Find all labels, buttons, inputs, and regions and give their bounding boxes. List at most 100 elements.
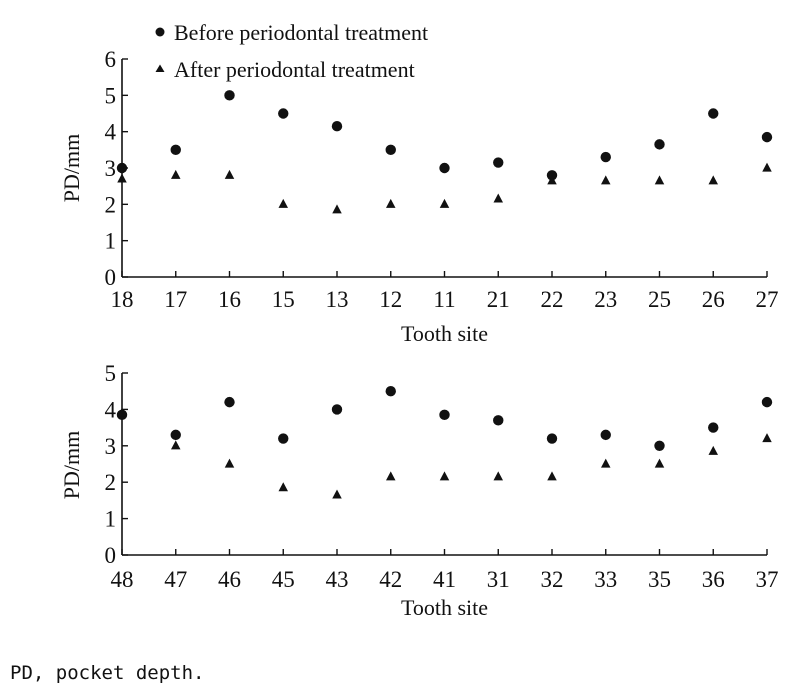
data-point-after-treatment bbox=[332, 489, 342, 499]
data-point-before-treatment bbox=[546, 170, 558, 181]
data-point-before-treatment bbox=[224, 90, 235, 101]
data-point-after-treatment bbox=[708, 445, 718, 455]
data-point-before-treatment bbox=[708, 422, 719, 433]
x-tick-label: 32 bbox=[541, 567, 564, 592]
data-point-before-treatment bbox=[761, 131, 773, 143]
legend-marker-before bbox=[155, 27, 165, 37]
data-point-after-treatment bbox=[171, 169, 181, 179]
data-point-before-treatment bbox=[278, 108, 289, 119]
x-tick-label: 17 bbox=[164, 287, 187, 312]
x-tick-label: 23 bbox=[594, 287, 617, 312]
x-tick-label: 45 bbox=[272, 567, 295, 592]
y-tick-label: 4 bbox=[105, 397, 117, 422]
x-tick-label: 37 bbox=[756, 567, 779, 592]
x-axis-title: Tooth site bbox=[401, 321, 488, 346]
data-point-after-treatment bbox=[654, 175, 665, 185]
data-point-after-treatment bbox=[332, 204, 342, 214]
y-tick-label: 2 bbox=[105, 192, 117, 217]
data-point-after-treatment bbox=[601, 458, 611, 468]
x-tick-label: 35 bbox=[648, 567, 671, 592]
data-point-after-treatment bbox=[762, 433, 772, 443]
y-tick-label: 1 bbox=[105, 229, 117, 254]
data-point-after-treatment bbox=[224, 169, 235, 179]
x-tick-label: 13 bbox=[326, 287, 349, 312]
x-tick-label: 47 bbox=[164, 567, 187, 592]
x-tick-label: 12 bbox=[379, 287, 402, 312]
data-point-before-treatment bbox=[331, 121, 343, 132]
data-point-after-treatment bbox=[278, 482, 288, 492]
data-point-before-treatment bbox=[385, 144, 396, 156]
data-point-before-treatment bbox=[170, 144, 181, 156]
data-point-before-treatment bbox=[600, 429, 611, 441]
x-tick-label: 15 bbox=[272, 287, 295, 312]
x-tick-label: 22 bbox=[541, 287, 564, 312]
data-point-after-treatment bbox=[386, 198, 396, 208]
data-point-before-treatment bbox=[439, 162, 450, 174]
x-tick-label: 18 bbox=[111, 287, 134, 312]
data-point-before-treatment bbox=[170, 429, 181, 441]
data-point-before-treatment bbox=[493, 415, 504, 426]
data-point-before-treatment bbox=[439, 409, 450, 421]
y-tick-label: 2 bbox=[105, 470, 117, 495]
x-tick-label: 46 bbox=[218, 567, 241, 592]
data-point-before-treatment bbox=[600, 151, 611, 163]
data-point-before-treatment bbox=[331, 404, 343, 415]
data-point-after-treatment bbox=[762, 162, 772, 172]
data-point-after-treatment bbox=[708, 175, 718, 185]
y-tick-label: 5 bbox=[105, 361, 117, 386]
data-point-after-treatment bbox=[439, 198, 450, 208]
data-point-after-treatment bbox=[601, 175, 611, 185]
data-point-before-treatment bbox=[385, 386, 396, 397]
y-tick-label: 1 bbox=[105, 507, 117, 532]
chart-legend: Before periodontal treatment After perio… bbox=[155, 20, 428, 82]
x-tick-label: 26 bbox=[702, 287, 725, 312]
data-point-before-treatment bbox=[654, 139, 665, 150]
legend-label-before: Before periodontal treatment bbox=[174, 20, 428, 45]
x-axis-title: Tooth site bbox=[401, 595, 488, 620]
data-point-before-treatment bbox=[493, 157, 504, 168]
data-point-after-treatment bbox=[547, 471, 557, 481]
data-point-after-treatment bbox=[547, 175, 557, 185]
data-point-after-treatment bbox=[278, 198, 288, 208]
y-tick-label: 6 bbox=[105, 47, 117, 72]
data-point-before-treatment bbox=[546, 433, 558, 444]
x-tick-label: 31 bbox=[487, 567, 510, 592]
data-point-after-treatment bbox=[117, 407, 127, 417]
y-tick-label: 5 bbox=[105, 83, 117, 108]
x-tick-label: 25 bbox=[648, 287, 671, 312]
x-tick-label: 42 bbox=[379, 567, 402, 592]
data-point-before-treatment bbox=[224, 396, 235, 408]
y-tick-label: 0 bbox=[105, 265, 117, 290]
x-tick-label: 21 bbox=[487, 287, 510, 312]
data-point-before-treatment bbox=[278, 433, 289, 444]
data-point-before-treatment bbox=[761, 396, 773, 408]
legend-label-after: After periodontal treatment bbox=[174, 57, 415, 82]
x-tick-label: 41 bbox=[433, 567, 456, 592]
data-point-after-treatment bbox=[654, 458, 665, 468]
y-axis-title: PD/mm bbox=[59, 134, 84, 202]
y-tick-label: 3 bbox=[105, 434, 117, 459]
data-point-before-treatment bbox=[708, 108, 719, 119]
x-tick-label: 11 bbox=[433, 287, 455, 312]
data-point-before-treatment bbox=[654, 440, 665, 451]
x-tick-label: 16 bbox=[218, 287, 241, 312]
data-point-after-treatment bbox=[171, 440, 181, 450]
data-point-before-treatment bbox=[116, 162, 128, 174]
y-tick-label: 3 bbox=[105, 156, 117, 181]
data-point-after-treatment bbox=[493, 193, 503, 203]
y-tick-label: 0 bbox=[105, 543, 117, 568]
x-tick-label: 27 bbox=[756, 287, 779, 312]
figure-footnote: PD, pocket depth. bbox=[10, 662, 205, 684]
data-point-after-treatment bbox=[386, 471, 396, 481]
data-point-after-treatment bbox=[493, 471, 503, 481]
data-point-after-treatment bbox=[439, 471, 450, 481]
legend-marker-after bbox=[155, 64, 165, 72]
x-tick-label: 43 bbox=[326, 567, 349, 592]
x-tick-label: 33 bbox=[594, 567, 617, 592]
y-axis-title: PD/mm bbox=[59, 431, 84, 499]
x-tick-label: 48 bbox=[111, 567, 134, 592]
data-point-after-treatment bbox=[117, 173, 127, 183]
